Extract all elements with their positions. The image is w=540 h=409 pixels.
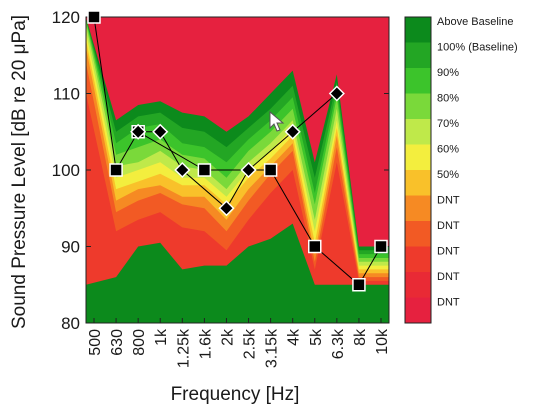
colorbar-segment xyxy=(405,246,431,273)
colorbar-segment xyxy=(405,221,431,247)
diamond-marker xyxy=(240,161,257,179)
colorbar-segment xyxy=(405,119,431,145)
colorbar-label: 80% xyxy=(437,93,459,105)
colorbar-segment xyxy=(405,297,431,324)
colorbar-label: DNT xyxy=(437,271,460,283)
diamond-marker xyxy=(130,123,147,140)
colorbar: Above Baseline 100% (Baseline) 90% 80% 70% 60… xyxy=(404,16,518,324)
y-tick-label: 90 xyxy=(61,238,80,257)
colorbar-frame xyxy=(404,16,432,324)
square-marker xyxy=(352,278,366,292)
x-tick-label: 10k xyxy=(374,328,391,355)
square-marker xyxy=(263,163,278,177)
colorbar-label: 60% xyxy=(437,144,459,156)
y-tick-label: 80 xyxy=(61,314,80,333)
x-tick-label: 2.5k xyxy=(242,328,259,359)
x-tick-label: 8k xyxy=(352,328,369,346)
x-tick-label: 630 xyxy=(109,329,126,356)
colorbar-label: DNT xyxy=(437,195,460,207)
y-axis-label: Sound Pressure Level [dB re 20 μPa] xyxy=(9,15,30,329)
x-tick-label: 1.6k xyxy=(197,328,214,359)
x-axis-label: Frequency [Hz] xyxy=(171,384,300,405)
colorbar-label: 100% (Baseline) xyxy=(437,42,518,54)
colorbar-segment xyxy=(405,68,431,94)
x-tick-label: 800 xyxy=(131,329,148,356)
x-tick-label: 4k xyxy=(286,328,303,346)
colorbar-segment xyxy=(405,17,431,43)
x-tick-label: 500 xyxy=(87,329,104,356)
square-marker xyxy=(197,163,212,177)
diamond-marker xyxy=(328,85,345,102)
square-marker xyxy=(87,10,101,24)
colorbar-label: 90% xyxy=(437,67,459,79)
colorbar-segment xyxy=(405,42,431,69)
x-tick-label: 5k xyxy=(308,328,325,346)
colorbar-label: DNT xyxy=(437,220,460,232)
y-ticks: 80 90 100 110 120 xyxy=(52,8,389,333)
square-marker xyxy=(109,163,123,177)
colorbar-segment xyxy=(405,195,431,222)
colorbar-label: DNT xyxy=(437,246,460,258)
colorbar-label: 70% xyxy=(437,118,459,130)
square-marker xyxy=(308,239,322,254)
x-tick-label: 3.15k xyxy=(264,328,281,368)
mouse-cursor-icon xyxy=(269,110,285,132)
colorbar-label: 50% xyxy=(437,169,459,181)
colorbar-segment xyxy=(405,144,431,171)
square-marker xyxy=(374,239,388,254)
x-tick-label: 6.3k xyxy=(330,328,347,359)
diamond-marker xyxy=(284,123,301,140)
y-tick-label: 110 xyxy=(53,85,80,104)
diamond-marker xyxy=(218,200,235,217)
x-ticks: 500 630 800 1k 1.25k 1.6k 2k 2.5k 3.15k 4k 5k 6.3k 8… xyxy=(87,318,391,368)
x-tick-label: 2k xyxy=(219,328,236,346)
y-tick-label: 100 xyxy=(52,161,80,180)
x-tick-label: 1.25k xyxy=(175,328,192,368)
contour-band-bottom xyxy=(86,223,389,323)
colorbar-segment xyxy=(405,93,431,120)
colorbar-label: DNT xyxy=(437,297,460,309)
diamond-marker xyxy=(152,123,169,140)
data-markers xyxy=(87,10,388,292)
colorbar-segment xyxy=(405,170,431,196)
y-tick-label: 120 xyxy=(52,8,80,27)
diamond-marker xyxy=(174,161,191,179)
colorbar-label: Above Baseline xyxy=(437,16,513,28)
colorbar-segment xyxy=(405,272,431,298)
x-tick-label: 1k xyxy=(153,328,170,346)
